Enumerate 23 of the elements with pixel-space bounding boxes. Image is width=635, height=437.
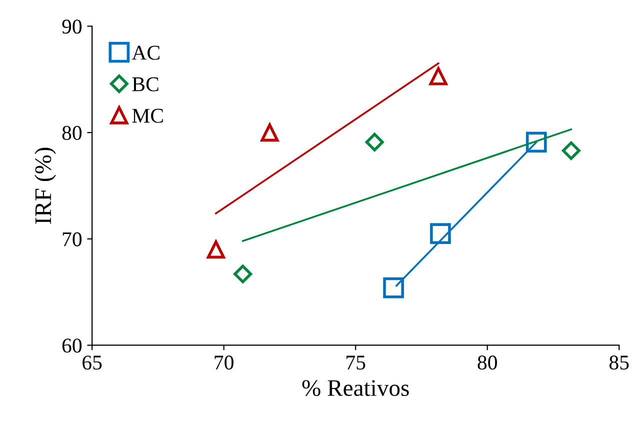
legend-label: BC — [132, 77, 158, 92]
point — [383, 277, 404, 298]
y-tick-label: 90 — [62, 20, 82, 34]
x-tick-label: 85 — [610, 356, 629, 370]
x-tick-label: 70 — [214, 356, 234, 370]
point — [429, 67, 448, 86]
point — [260, 124, 279, 142]
point — [562, 141, 580, 160]
y-tick-label: 70 — [62, 232, 82, 246]
x-tick-label: 80 — [478, 356, 497, 370]
point — [526, 132, 547, 153]
x-tick-label: 75 — [346, 356, 366, 370]
y-tick-label: 80 — [62, 126, 82, 140]
y-axis-title: IRF (%) — [34, 148, 56, 224]
x-axis-title: % Reativos — [302, 380, 409, 396]
point — [430, 223, 451, 244]
legend-label: AC — [132, 46, 160, 60]
point — [234, 264, 252, 284]
point — [206, 240, 225, 259]
point — [365, 132, 384, 152]
y-tick-label: 60 — [62, 338, 82, 353]
x-tick-label: 65 — [82, 356, 102, 370]
legend-label: MC — [132, 108, 163, 123]
